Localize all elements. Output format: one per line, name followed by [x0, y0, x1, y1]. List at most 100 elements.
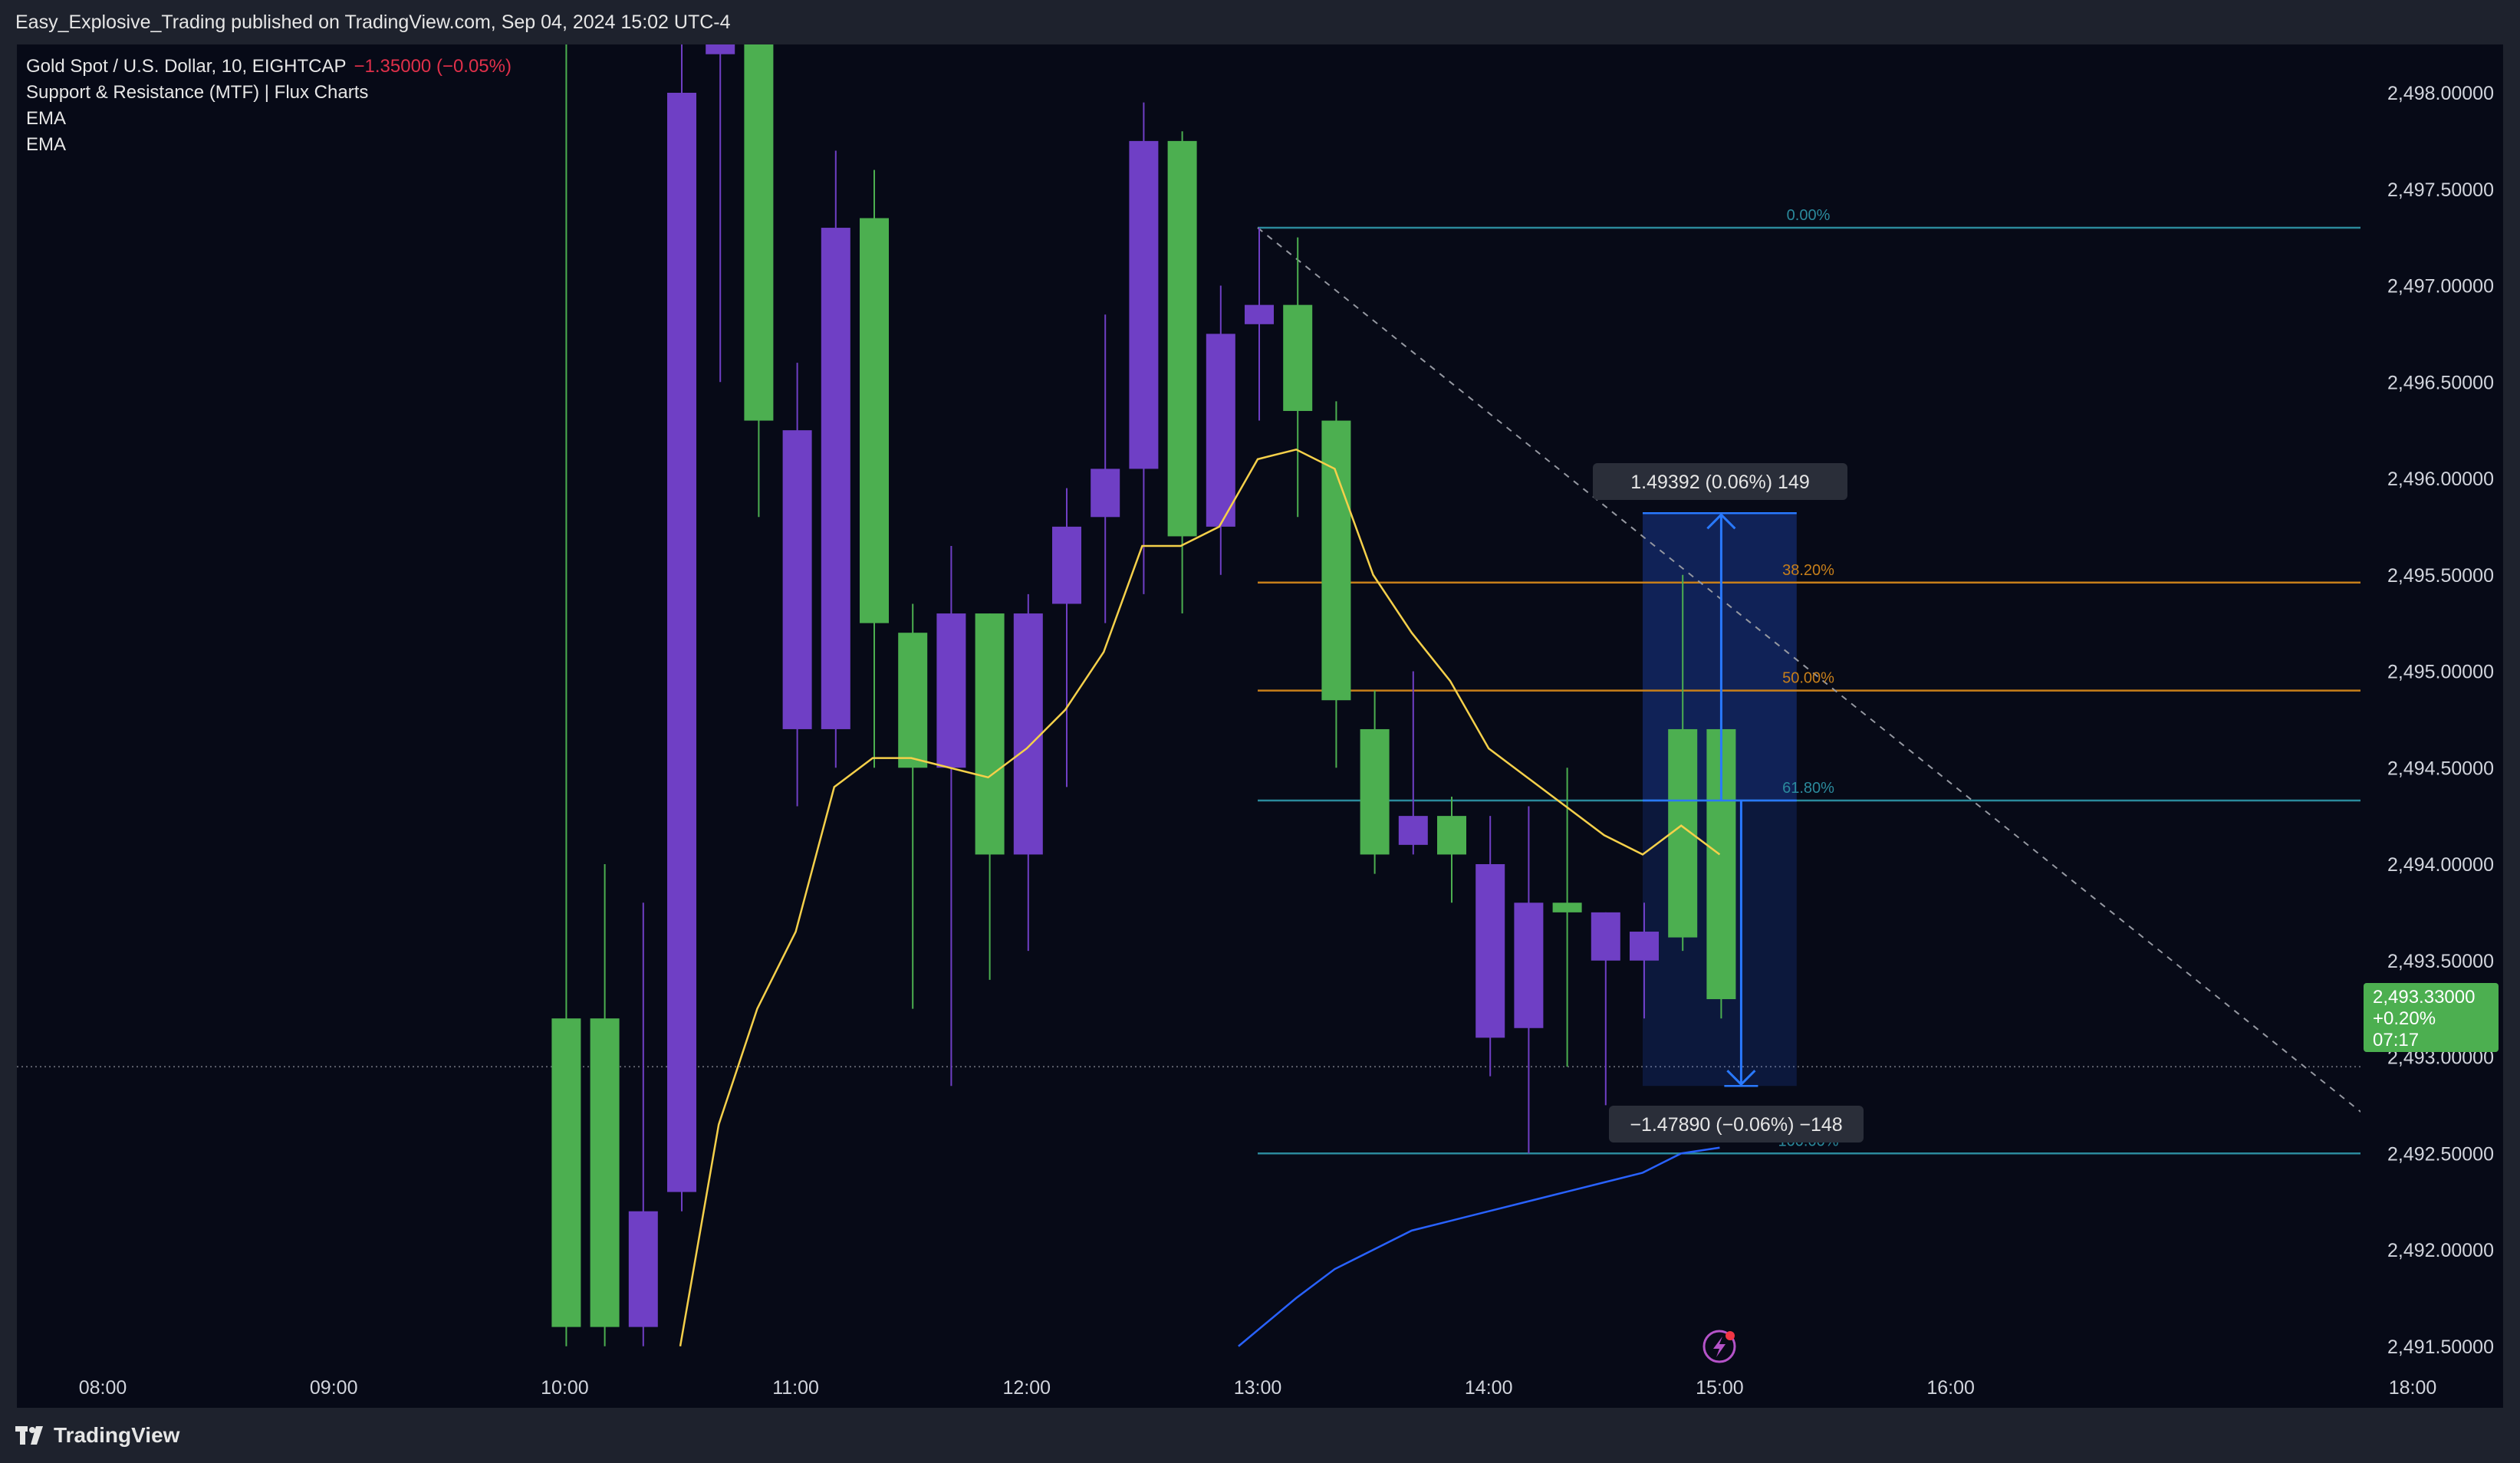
candle[interactable] — [1591, 912, 1620, 1106]
candle-body — [744, 44, 774, 421]
candle[interactable] — [898, 603, 928, 1009]
symbol-line[interactable]: Gold Spot / U.S. Dollar, 10, EIGHTCAP −1.… — [26, 54, 512, 80]
last-price-badge-bg — [2364, 983, 2499, 1052]
candle[interactable] — [936, 546, 966, 1087]
candle-body — [1398, 816, 1428, 845]
candle-body — [1475, 864, 1505, 1038]
candle-body — [590, 1018, 620, 1327]
lightning-ring — [1702, 1330, 1736, 1363]
ema-slow-line — [1238, 1146, 1720, 1347]
candle-body — [1245, 304, 1274, 324]
candle-body — [1283, 304, 1313, 411]
candle[interactable] — [628, 902, 658, 1346]
candle-body — [782, 430, 812, 729]
x-axis-tick-label: 15:00 — [1696, 1377, 1744, 1399]
tradingview-brand[interactable]: TradingView — [15, 1423, 179, 1448]
x-axis-tick-label: 11:00 — [772, 1377, 819, 1399]
measure-up-label-text: 1.49392 (0.06%) 149 — [1630, 472, 1810, 493]
indicator-ema-2-label[interactable]: EMA — [26, 134, 67, 155]
indicator-sr-label[interactable]: Support & Resistance (MTF) | Flux Charts — [26, 82, 369, 103]
x-axis-tick-label: 14:00 — [1465, 1377, 1513, 1399]
y-axis-tick-label: 2,495.00000 — [2387, 662, 2494, 683]
candle[interactable] — [667, 35, 696, 1211]
measure-down-label-text: −1.47890 (−0.06%) −148 — [1630, 1114, 1842, 1136]
candle[interactable] — [1398, 671, 1428, 855]
x-axis-tick-label: 16:00 — [1926, 1377, 1975, 1399]
symbol-change: −1.35000 (−0.05%) — [354, 56, 512, 77]
candle[interactable] — [1475, 816, 1505, 1077]
candle[interactable] — [1514, 806, 1544, 1154]
candle[interactable] — [1167, 131, 1197, 614]
fib-level-label: 0.00% — [1787, 207, 1831, 224]
candle[interactable] — [1360, 690, 1390, 874]
candle-body — [1437, 816, 1466, 855]
candle[interactable] — [1052, 488, 1081, 787]
y-axis-tick-label: 2,495.50000 — [2387, 565, 2494, 587]
y-axis-tick-label: 2,493.50000 — [2387, 951, 2494, 972]
candle[interactable] — [551, 35, 581, 1346]
fib-trend-line — [1257, 227, 2360, 1113]
candle-body — [1013, 613, 1043, 855]
last-price-badge[interactable]: 2,493.33000+0.20%07:17 — [2364, 983, 2499, 1052]
symbol-name: Gold Spot / U.S. Dollar, 10, EIGHTCAP — [26, 56, 347, 77]
candle-body — [860, 218, 889, 623]
indicator-ema-1-label[interactable]: EMA — [26, 108, 67, 129]
candle[interactable] — [1013, 593, 1043, 952]
measure-down-arrowhead — [1726, 1070, 1756, 1087]
measure-up-arrowhead — [1706, 513, 1736, 530]
candle[interactable] — [706, 35, 735, 383]
y-axis-tick-label: 2,498.00000 — [2387, 83, 2494, 104]
lightning-bolt — [1713, 1336, 1726, 1357]
candle[interactable] — [744, 35, 774, 518]
candle-body — [898, 633, 928, 768]
candle[interactable] — [1437, 796, 1466, 903]
candle-body — [706, 44, 735, 54]
y-axis-tick-label: 2,496.00000 — [2387, 468, 2494, 490]
candle-body — [667, 93, 696, 1192]
candle[interactable] — [860, 169, 889, 768]
candle[interactable] — [821, 150, 850, 768]
candle[interactable] — [1091, 314, 1120, 623]
candle[interactable] — [1206, 285, 1235, 575]
candle[interactable] — [1630, 902, 1659, 1019]
candle-body — [1321, 420, 1351, 701]
candle[interactable] — [975, 613, 1005, 980]
candle[interactable] — [1321, 401, 1351, 768]
measure-down-label[interactable]: −1.47890 (−0.06%) −148 — [1609, 1106, 1864, 1142]
candle[interactable] — [1283, 237, 1313, 518]
candle-body — [551, 1018, 581, 1327]
candle[interactable] — [1129, 102, 1159, 594]
candle-body — [1552, 902, 1582, 912]
y-axis-tick-label: 2,491.50000 — [2387, 1336, 2494, 1358]
x-axis-tick-label: 10:00 — [541, 1377, 589, 1399]
x-axis-tick-label: 18:00 — [2389, 1377, 2437, 1399]
y-axis-tick-label: 2,497.50000 — [2387, 179, 2494, 201]
candle-body — [975, 613, 1005, 855]
last-price-value: 2,493.33000 — [2373, 987, 2475, 1008]
candle[interactable] — [1245, 228, 1274, 421]
x-axis-tick-label: 12:00 — [1003, 1377, 1051, 1399]
y-axis-tick-label: 2,496.50000 — [2387, 372, 2494, 393]
tradingview-logo-icon — [15, 1426, 43, 1445]
fib-level-label: 61.80% — [1782, 780, 1834, 797]
measure-down-label-bg — [1609, 1106, 1864, 1142]
candle-body — [1129, 140, 1159, 469]
fib-level-label: 38.20% — [1782, 562, 1834, 579]
y-axis-tick-label: 2,494.50000 — [2387, 758, 2494, 779]
measure-up-label[interactable]: 1.49392 (0.06%) 149 — [1593, 463, 1847, 500]
measure-up-label-bg — [1593, 463, 1847, 500]
candle-body — [1091, 468, 1120, 518]
x-axis-tick-label: 13:00 — [1234, 1377, 1282, 1399]
lightning-alert-icon[interactable] — [1702, 1330, 1736, 1363]
y-axis-tick-label: 2,492.00000 — [2387, 1240, 2494, 1261]
bottom-bar: TradingView — [0, 1408, 2520, 1463]
brand-name: TradingView — [54, 1423, 180, 1447]
candle[interactable] — [1552, 768, 1582, 1067]
y-axis-tick-label: 2,497.00000 — [2387, 276, 2494, 298]
bar-countdown: 07:17 — [2373, 1030, 2419, 1050]
candle[interactable] — [590, 864, 620, 1346]
candle-body — [628, 1211, 658, 1327]
candle-body — [1052, 526, 1081, 604]
candle[interactable] — [782, 363, 812, 807]
